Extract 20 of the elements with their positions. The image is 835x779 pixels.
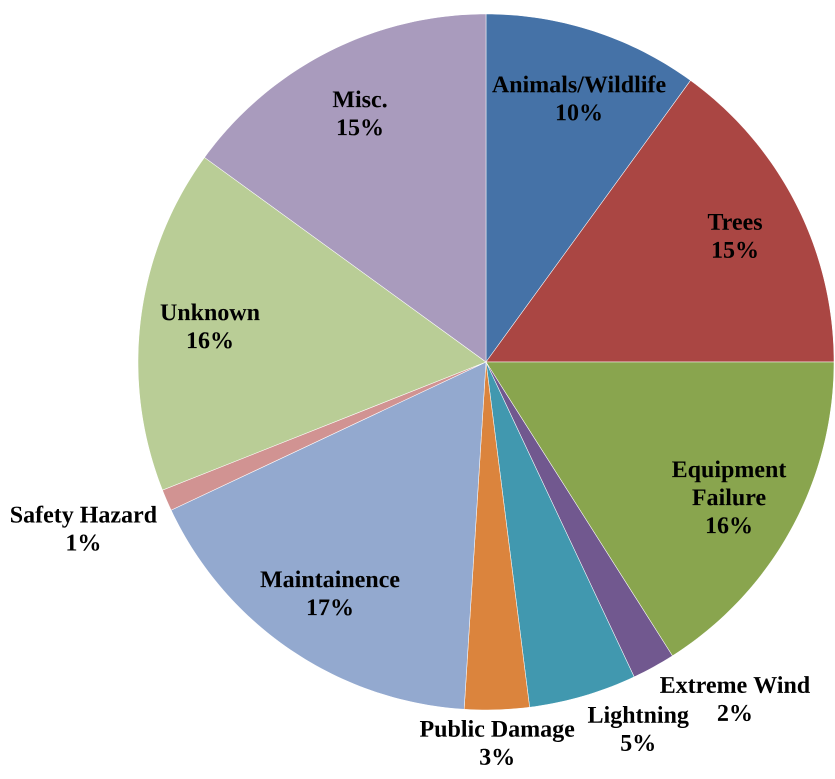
slice-label: Public Damage [420, 720, 574, 742]
data-label: 10% [556, 104, 601, 121]
data-label: 17% [308, 599, 352, 616]
slice-label: Trees [708, 214, 762, 230]
data-label: 1% [67, 534, 100, 551]
data-label: 5% [621, 734, 654, 752]
slice-label: Unknown [160, 304, 260, 320]
slice-label: Misc. [332, 90, 387, 108]
slice-label: Lightning [588, 706, 689, 728]
slice-label: Animals/Wildlife [492, 75, 666, 93]
data-label: 15% [338, 119, 382, 136]
slice-label: Safety Hazard [11, 506, 157, 528]
data-label: 3% [480, 748, 513, 765]
data-label: 16% [188, 332, 232, 348]
data-label: 2% [718, 704, 751, 722]
slice-label: Maintainence [260, 570, 400, 588]
slice-label: Equipment Failure [672, 460, 786, 506]
data-label: 16% [706, 517, 751, 534]
data-label: 15% [712, 242, 757, 258]
slice-label: Extreme Wind [660, 676, 810, 694]
